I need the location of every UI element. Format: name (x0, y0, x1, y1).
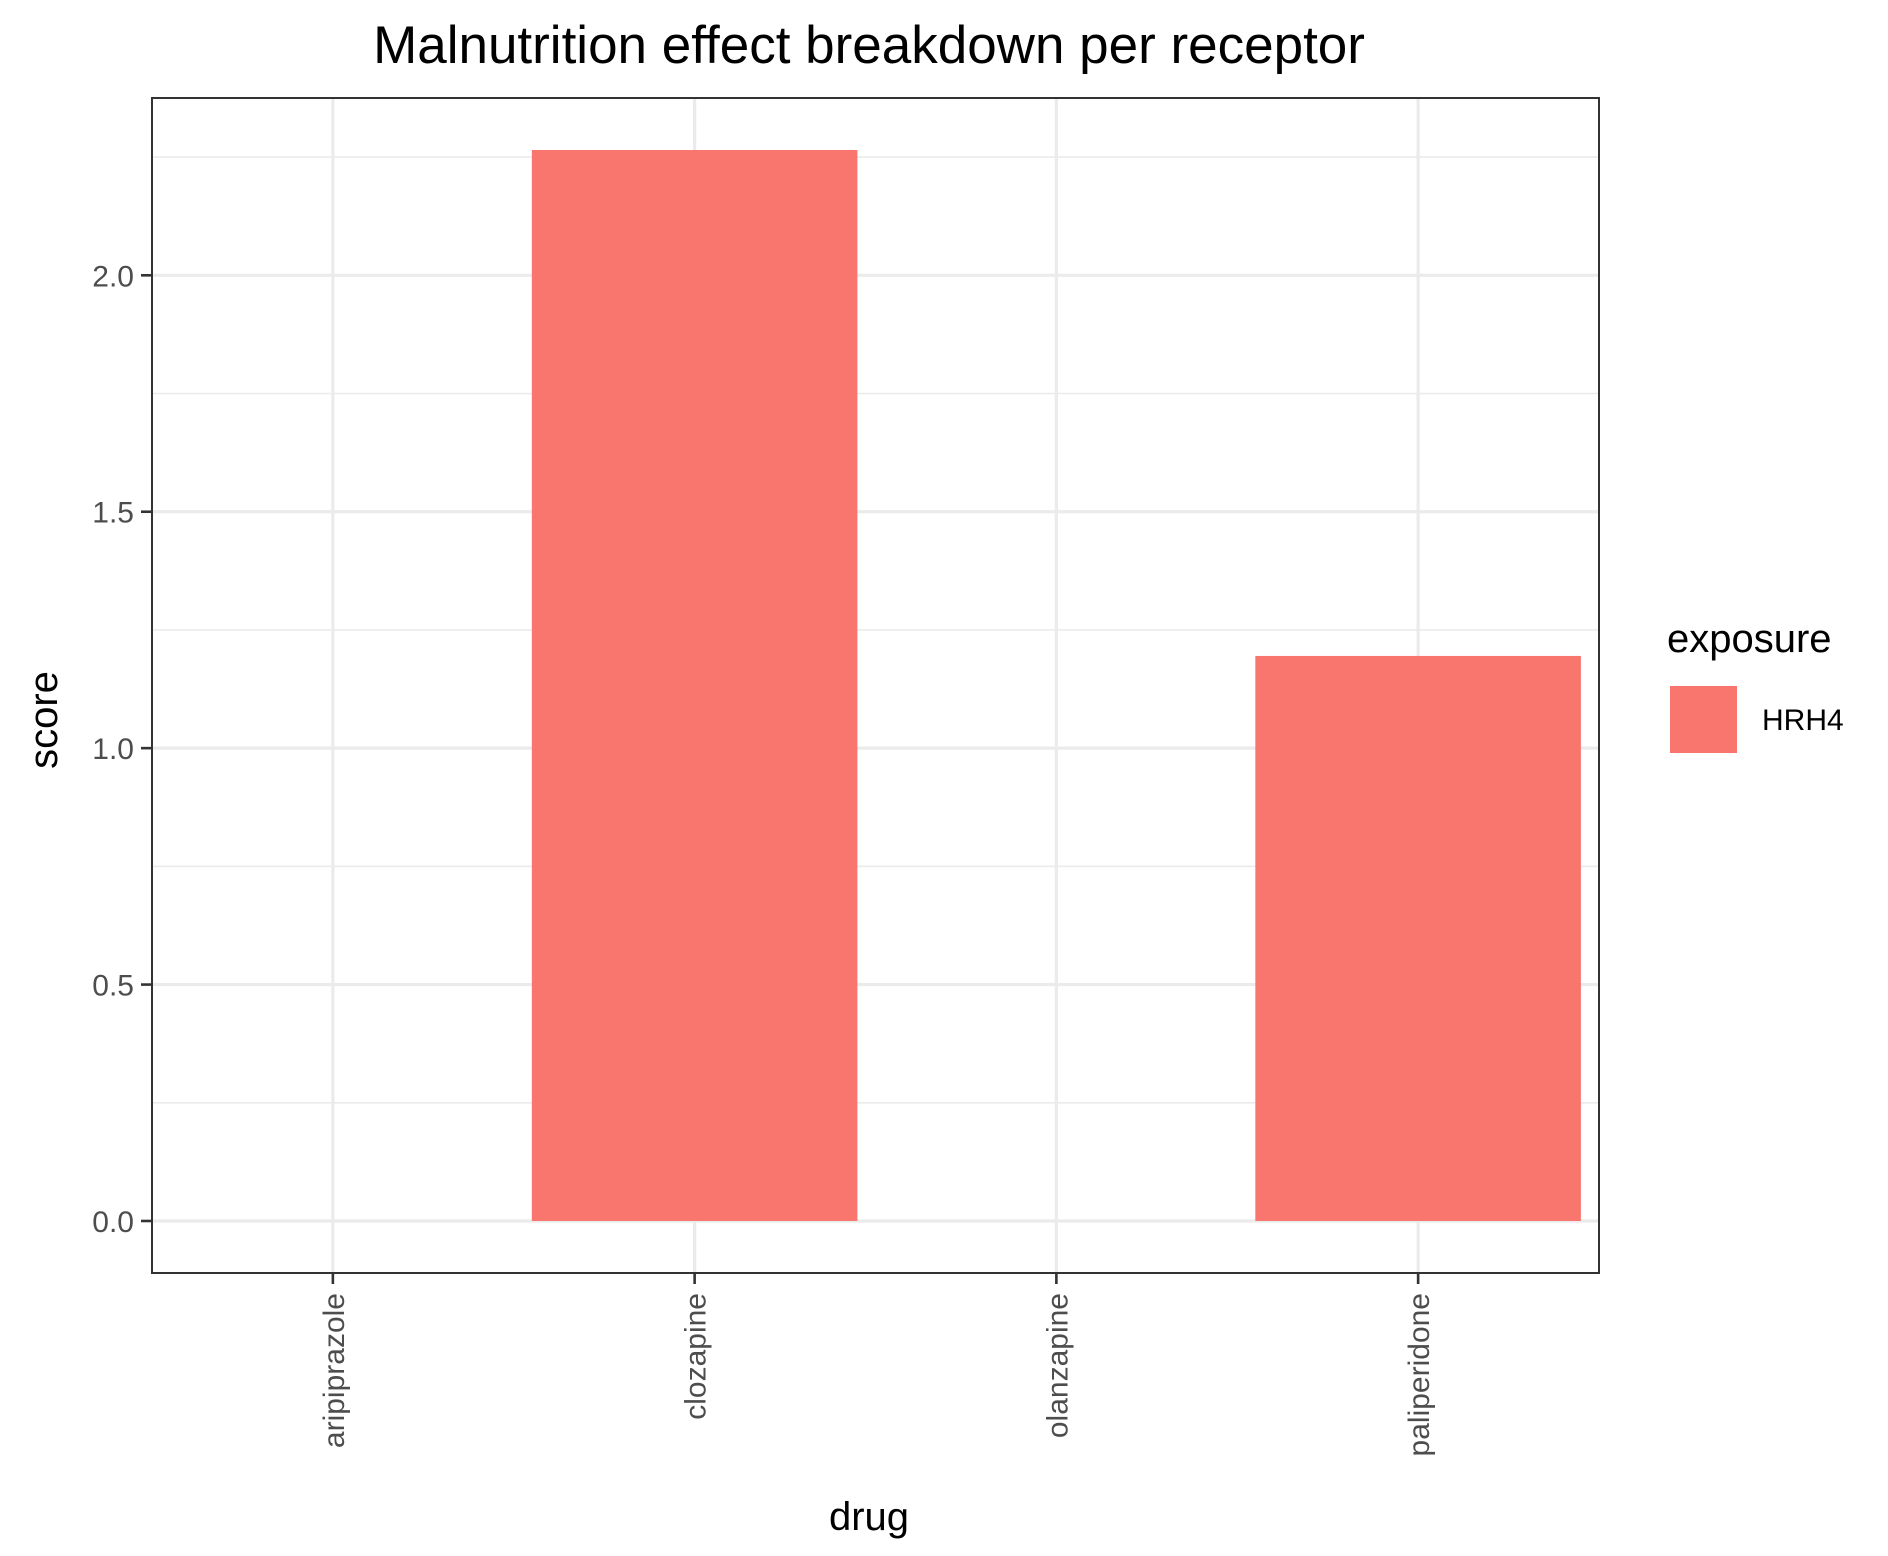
y-tick-label: 0.5 (92, 970, 134, 1003)
chart-title: Malnutrition effect breakdown per recept… (373, 16, 1365, 75)
x-tick-label: clozapine (680, 1293, 713, 1420)
bar-paliperidone (1255, 655, 1581, 1221)
x-axis-title: drug (829, 1495, 909, 1539)
plot-panel-border (151, 97, 1600, 1274)
bar-clozapine (531, 150, 858, 1221)
y-tick-label: 1.5 (92, 497, 134, 530)
legend-label: HRH4 (1762, 704, 1844, 737)
y-tick-label: 0.0 (92, 1206, 134, 1239)
legend-title: exposure (1667, 617, 1832, 661)
y-tick-label: 2.0 (92, 260, 134, 293)
legend-items: HRH4 (1670, 686, 1844, 753)
plot-area: 0.0 0.5 1.0 1.5 2.0 aripiprazole clozapine olan… (92, 97, 1600, 1456)
x-tick-label: aripiprazole (318, 1293, 351, 1448)
legend-key (1670, 686, 1737, 753)
y-tick-label: 1.0 (92, 733, 134, 766)
x-tick-label: paliperidone (1403, 1293, 1436, 1456)
legend: exposure HRH4 (1667, 617, 1844, 753)
x-tick-label: olanzapine (1041, 1293, 1074, 1438)
y-axis-title: score (22, 671, 66, 769)
